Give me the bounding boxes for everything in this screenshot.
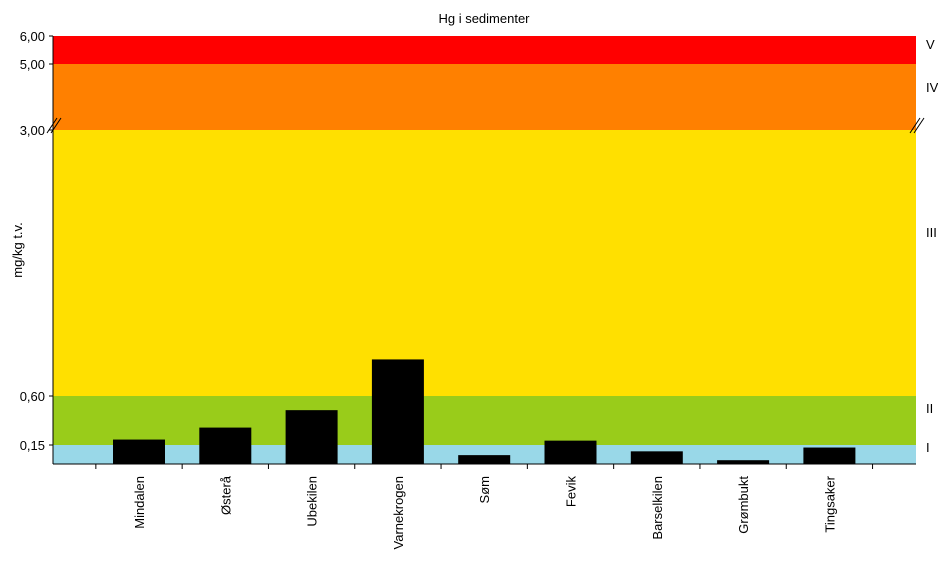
- x-tick-label: Barselkilen: [650, 476, 665, 540]
- y-tick-label: 0,60: [20, 389, 45, 404]
- class-label-iii: III: [926, 225, 937, 240]
- y-axis-label: mg/kg t.v.: [10, 222, 25, 277]
- bar-søm: [458, 455, 511, 464]
- axis-break-mark: [46, 117, 58, 134]
- bar-grømbukt: [717, 460, 770, 464]
- x-tick-label: Ubekilen: [305, 476, 320, 527]
- x-tick-labels: Mindalen Østerå Ubekilen Varnekrogen Søm Fevi…: [132, 475, 837, 549]
- bar-barselkilen: [630, 451, 683, 464]
- y-tick-label: 0,15: [20, 438, 45, 453]
- bar-fevik: [544, 440, 597, 464]
- axes: [46, 36, 925, 469]
- y-tick-label: 6,00: [20, 29, 45, 44]
- bar-mindalen: [113, 439, 165, 464]
- class-band-iii: [53, 130, 916, 396]
- y-ticks: 0,15 0,60 3,00 5,00 6,00: [20, 29, 53, 453]
- y-tick-label: 5,00: [20, 57, 45, 72]
- bars: [113, 359, 856, 464]
- class-band-v: [53, 36, 916, 64]
- class-band-i: [53, 445, 916, 464]
- chart-title: Hg i sedimenter: [438, 11, 530, 26]
- class-label-iv: IV: [926, 80, 938, 95]
- x-tick-label: Varnekrogen: [391, 476, 406, 549]
- x-tick-label: Grømbukt: [736, 476, 751, 534]
- class-bands: [53, 36, 916, 464]
- y-tick-label: 3,00: [20, 123, 45, 138]
- class-band-ii: [53, 396, 916, 445]
- bar-østerå: [199, 427, 252, 464]
- x-tick-label: Mindalen: [132, 476, 147, 529]
- axis-break-mark: [909, 117, 921, 134]
- bar-varnekrogen: [371, 359, 424, 464]
- x-tick-label: Fevik: [564, 476, 579, 508]
- x-tick-label: Tingsaker: [822, 475, 837, 532]
- bar-tingsaker: [803, 447, 856, 464]
- axis-break-mark: [913, 117, 925, 134]
- x-tick-label: Søm: [477, 476, 492, 503]
- bar-ubekilen: [285, 410, 338, 464]
- x-tick-label: Østerå: [218, 475, 233, 515]
- class-band-iv: [53, 64, 916, 130]
- class-label-i: I: [926, 440, 930, 455]
- class-label-ii: II: [926, 401, 933, 416]
- class-label-v: V: [926, 37, 935, 52]
